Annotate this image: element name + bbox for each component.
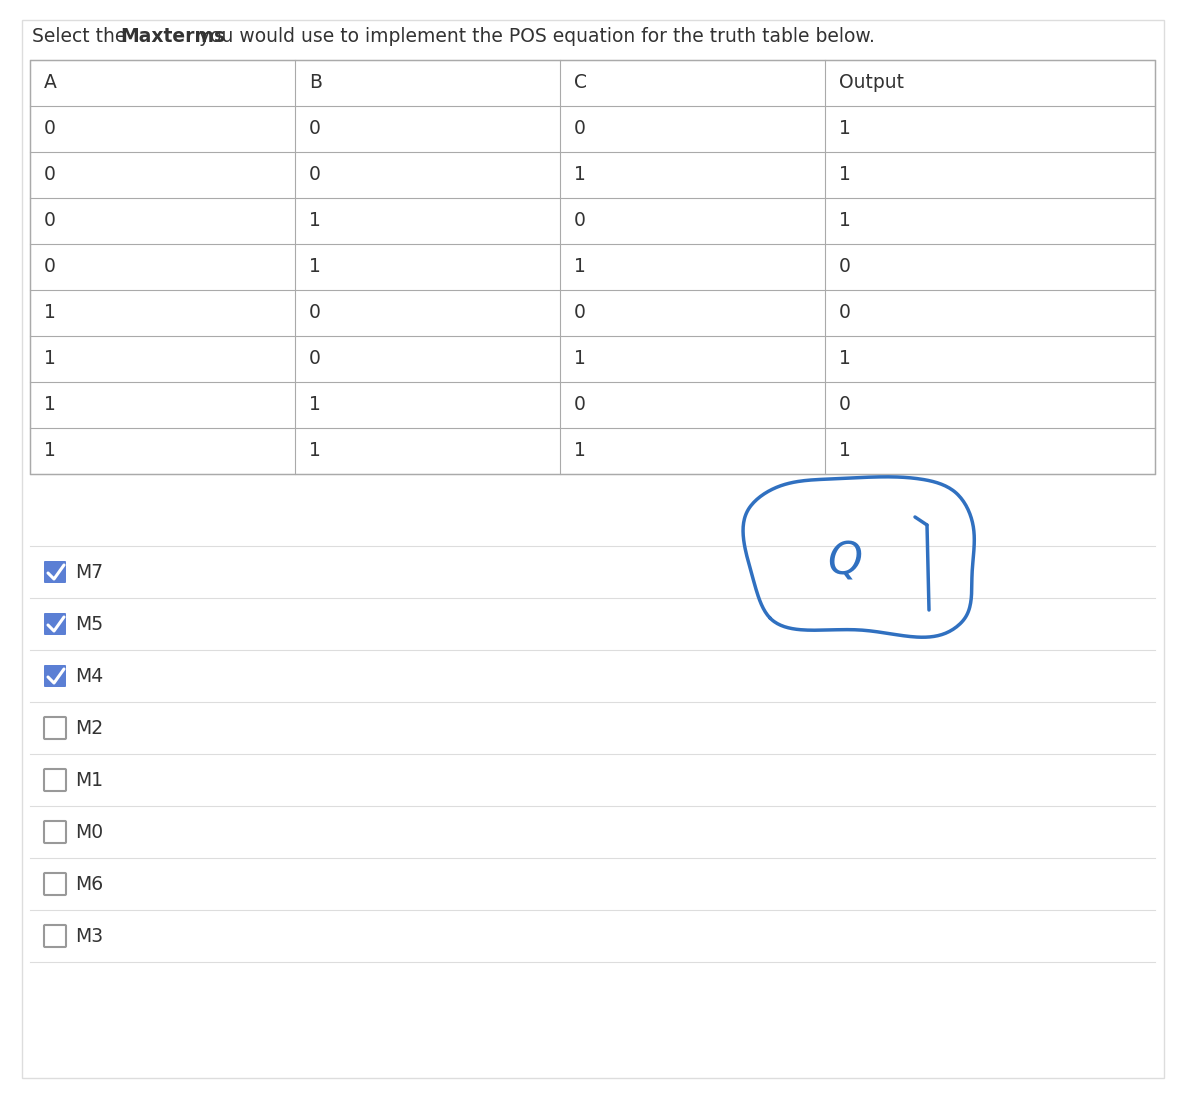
Text: M2: M2 <box>75 718 103 738</box>
Text: 0: 0 <box>839 395 850 415</box>
Text: 1: 1 <box>310 258 321 277</box>
Text: B: B <box>310 74 323 92</box>
Text: 1: 1 <box>310 441 321 460</box>
Text: 0: 0 <box>310 120 321 138</box>
Text: 1: 1 <box>310 395 321 415</box>
Text: 0: 0 <box>44 120 56 138</box>
Text: 0: 0 <box>44 212 56 231</box>
FancyBboxPatch shape <box>44 717 66 739</box>
Text: M0: M0 <box>75 822 103 841</box>
Text: 1: 1 <box>839 441 850 460</box>
Text: 1: 1 <box>44 441 56 460</box>
Text: 1: 1 <box>839 166 850 184</box>
Text: 0: 0 <box>574 120 586 138</box>
Text: 0: 0 <box>839 258 850 277</box>
Text: C: C <box>574 74 587 92</box>
Text: 0: 0 <box>44 166 56 184</box>
Text: you would use to implement the POS equation for the truth table below.: you would use to implement the POS equat… <box>193 27 875 46</box>
Text: 1: 1 <box>44 395 56 415</box>
Text: M5: M5 <box>75 615 103 634</box>
FancyBboxPatch shape <box>44 665 66 687</box>
FancyBboxPatch shape <box>44 925 66 946</box>
Text: M6: M6 <box>75 874 103 894</box>
Text: Select the: Select the <box>32 27 133 46</box>
Text: M1: M1 <box>75 771 103 789</box>
Text: 0: 0 <box>310 166 321 184</box>
Text: Maxterms: Maxterms <box>120 27 225 46</box>
Bar <box>30 60 1155 474</box>
Bar <box>30 60 1155 474</box>
Text: 1: 1 <box>839 212 850 231</box>
Text: Output: Output <box>839 74 904 92</box>
Text: 0: 0 <box>574 212 586 231</box>
Text: M7: M7 <box>75 562 103 582</box>
Text: 0: 0 <box>310 303 321 323</box>
Text: Q: Q <box>828 541 862 584</box>
Text: 1: 1 <box>44 349 56 369</box>
Text: 1: 1 <box>839 120 850 138</box>
Text: M3: M3 <box>75 927 103 945</box>
Text: 0: 0 <box>310 349 321 369</box>
Text: 0: 0 <box>574 395 586 415</box>
FancyBboxPatch shape <box>44 873 66 895</box>
Text: 1: 1 <box>44 303 56 323</box>
Text: 1: 1 <box>574 166 586 184</box>
Text: 1: 1 <box>574 441 586 460</box>
Text: A: A <box>44 74 57 92</box>
FancyBboxPatch shape <box>44 769 66 791</box>
Text: 1: 1 <box>839 349 850 369</box>
Text: 0: 0 <box>574 303 586 323</box>
FancyBboxPatch shape <box>44 821 66 843</box>
Text: 1: 1 <box>574 349 586 369</box>
Text: 1: 1 <box>310 212 321 231</box>
Text: M4: M4 <box>75 666 103 685</box>
FancyBboxPatch shape <box>44 613 66 635</box>
FancyBboxPatch shape <box>44 561 66 583</box>
Text: 1: 1 <box>574 258 586 277</box>
Text: 0: 0 <box>839 303 850 323</box>
Text: 0: 0 <box>44 258 56 277</box>
